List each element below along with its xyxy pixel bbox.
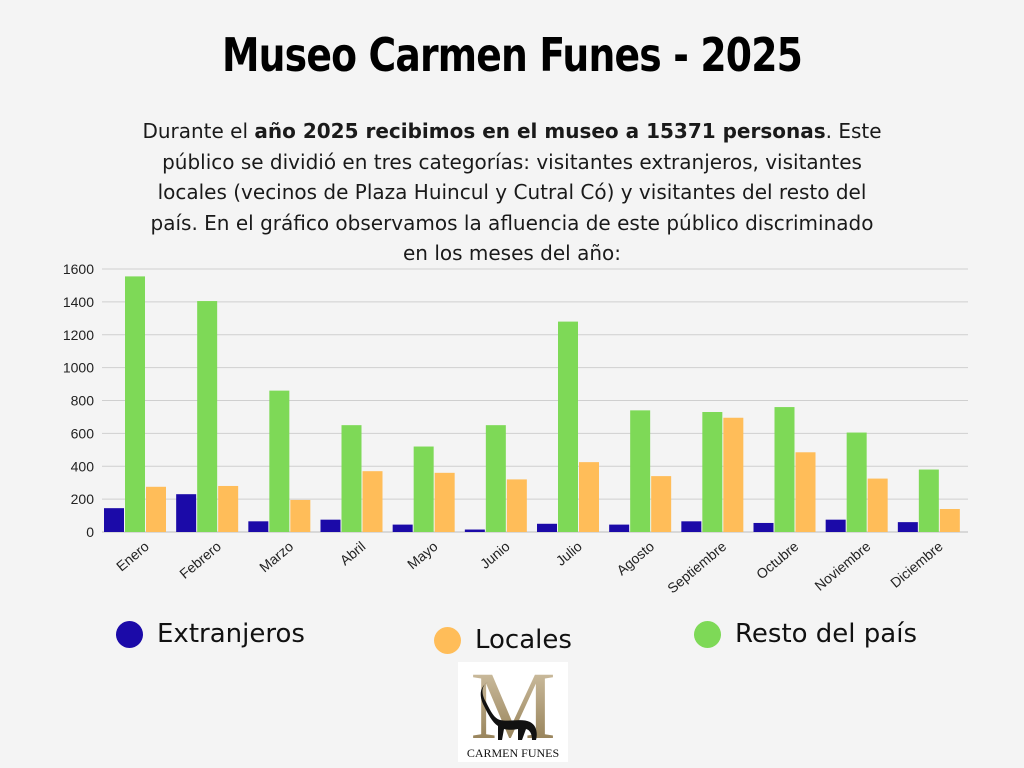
legend-item-locales: Locales xyxy=(434,618,572,662)
y-tick-label: 0 xyxy=(86,524,94,540)
legend-swatch-locales xyxy=(434,626,461,654)
bar xyxy=(146,486,166,532)
y-tick-label: 1200 xyxy=(63,327,94,343)
x-tick-label: Agosto xyxy=(613,538,657,578)
bar xyxy=(630,410,651,532)
y-tick-label: 400 xyxy=(71,458,95,474)
bar xyxy=(197,301,218,532)
bar xyxy=(413,446,434,532)
x-tick-label: Junio xyxy=(477,538,513,572)
bar xyxy=(846,432,867,532)
y-tick-label: 1400 xyxy=(63,294,94,310)
bar xyxy=(125,276,145,532)
legend-swatch-extranjeros xyxy=(116,620,143,648)
x-tick-label: Diciembre xyxy=(887,538,946,591)
bar xyxy=(702,412,723,532)
legend-label-locales: Locales xyxy=(475,625,572,655)
bar xyxy=(104,508,124,532)
bar xyxy=(269,390,290,532)
x-tick-label: Octubre xyxy=(753,538,802,582)
museum-logo: M CARMEN FUNES xyxy=(458,662,568,762)
bar xyxy=(651,476,672,532)
bar xyxy=(341,425,362,532)
bar xyxy=(918,469,939,532)
bar xyxy=(362,471,383,532)
page-title: Museo Carmen Funes - 2025 xyxy=(221,28,803,82)
bar xyxy=(579,462,599,532)
y-tick-label: 1000 xyxy=(63,360,94,376)
bar xyxy=(320,519,341,532)
y-tick-label: 600 xyxy=(71,425,95,441)
bar xyxy=(897,522,918,532)
bar xyxy=(681,521,702,532)
bar xyxy=(867,478,888,532)
y-tick-label: 1600 xyxy=(63,261,94,277)
bar xyxy=(506,479,527,532)
x-tick-label: Marzo xyxy=(256,538,296,575)
x-tick-label: Abril xyxy=(337,538,369,568)
bar xyxy=(558,321,578,532)
bar xyxy=(392,524,413,532)
dinosaur-icon xyxy=(480,682,537,740)
bar xyxy=(774,407,795,532)
y-tick-label: 800 xyxy=(71,393,95,409)
legend-label-resto-del-pais: Resto del país xyxy=(735,619,917,649)
bar xyxy=(176,494,197,532)
bar xyxy=(795,452,816,532)
logo-text: CARMEN FUNES xyxy=(467,746,559,760)
legend-label-extranjeros: Extranjeros xyxy=(157,619,305,649)
x-tick-label: Enero xyxy=(113,538,152,574)
x-tick-label: Septiembre xyxy=(664,538,729,596)
bar xyxy=(537,523,557,532)
bar xyxy=(609,524,630,532)
y-tick-label: 200 xyxy=(71,491,95,507)
legend-swatch-resto-del-pais xyxy=(694,620,721,648)
bar xyxy=(434,472,455,532)
intro-text-bold: año 2025 recibimos en el museo a 15371 p… xyxy=(254,119,826,143)
bar xyxy=(464,529,485,532)
bar xyxy=(248,521,269,532)
legend-item-resto-del-pais: Resto del país xyxy=(694,612,917,656)
legend-item-extranjeros: Extranjeros xyxy=(116,612,305,656)
x-tick-label: Febrero xyxy=(176,538,224,582)
x-tick-label: Noviembre xyxy=(811,538,873,594)
bar xyxy=(218,485,239,532)
visitors-bar-chart: 0 200 400 600 800 1000 1200 1400 1600 Enero Febrer… xyxy=(63,261,968,596)
bar xyxy=(290,499,311,532)
intro-text-end: . Este público se dividió en tres catego… xyxy=(150,119,882,265)
bar xyxy=(753,522,774,532)
bar xyxy=(485,425,506,532)
intro-paragraph: Durante el año 2025 recibimos en el muse… xyxy=(140,116,884,269)
bar xyxy=(723,417,744,532)
bar xyxy=(825,519,846,532)
x-tick-label: Julio xyxy=(553,538,586,569)
x-tick-label: Mayo xyxy=(404,538,441,572)
bar xyxy=(939,508,960,532)
logo-letter: M xyxy=(470,662,555,759)
intro-text-start: Durante el xyxy=(142,119,255,143)
